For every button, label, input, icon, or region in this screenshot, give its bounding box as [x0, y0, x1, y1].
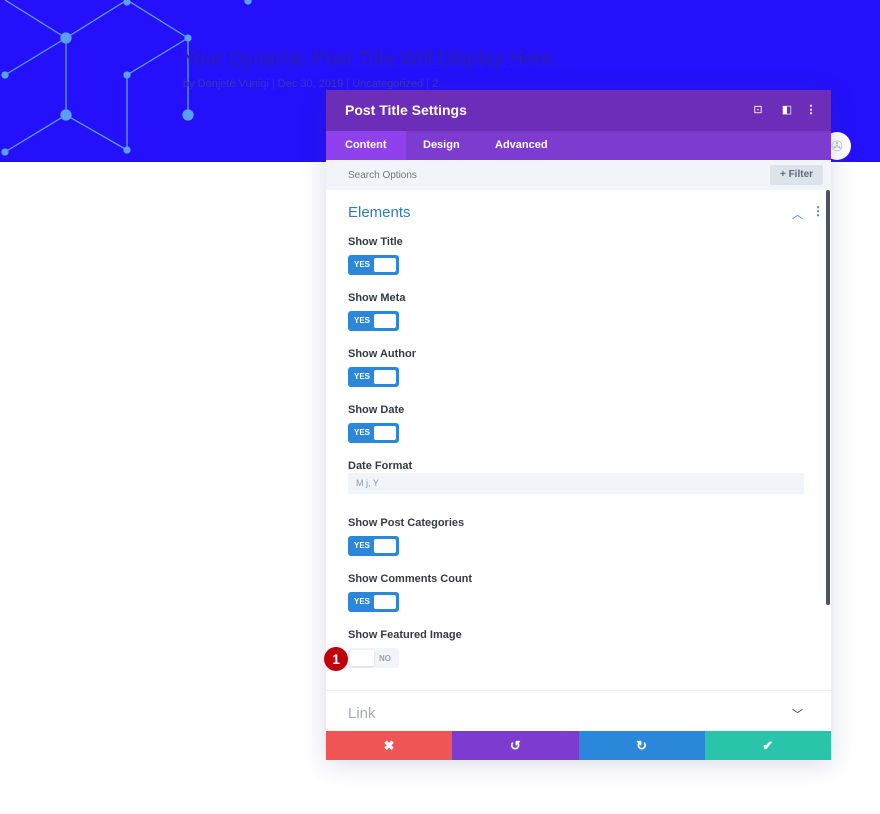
toggle-state: NO: [379, 654, 391, 663]
split-view-icon[interactable]: ◧: [781, 104, 793, 116]
post-meta: by Donjetë Vuniqi | Dec 30, 2019 | Uncat…: [183, 78, 439, 90]
field-label-show-date: Show Date: [348, 404, 405, 416]
show-post-categories-toggle[interactable]: YES: [348, 536, 399, 556]
show-title-toggle[interactable]: YES: [348, 255, 399, 275]
more-vertical-icon[interactable]: ⋮: [805, 104, 817, 116]
save-button[interactable]: ✔: [704, 731, 831, 760]
field-label-show-comments-count: Show Comments Count: [348, 573, 473, 585]
section-more-icon[interactable]: ⋮: [812, 204, 824, 218]
toggle-state: YES: [354, 316, 371, 325]
toggle-knob: [374, 426, 396, 440]
tab-bar: Content Design Advanced: [326, 131, 831, 160]
chevron-up-icon[interactable]: ︿: [792, 209, 803, 221]
undo-button[interactable]: ↺: [452, 731, 579, 760]
toggle-state: YES: [354, 597, 371, 606]
toggle-knob: [374, 595, 396, 609]
section-title-link[interactable]: Link: [348, 705, 376, 722]
chevron-down-icon[interactable]: ﹀: [792, 709, 803, 721]
show-featured-image-toggle[interactable]: NO: [348, 648, 399, 668]
focus-icon[interactable]: ⊡: [753, 104, 763, 116]
show-author-toggle[interactable]: YES: [348, 367, 399, 387]
step-badge: 1: [324, 647, 348, 671]
redo-button[interactable]: ↻: [578, 731, 705, 760]
tab-content[interactable]: Content: [326, 131, 406, 160]
hexagon-pattern: [1, 0, 252, 156]
cancel-button[interactable]: ✖: [326, 731, 453, 760]
toggle-state: YES: [354, 372, 371, 381]
toggle-knob: [374, 539, 396, 553]
toggle-knob: [374, 314, 396, 328]
date-format-input[interactable]: M j, Y: [348, 473, 804, 494]
show-comments-count-toggle[interactable]: YES: [348, 592, 399, 612]
toggle-state: YES: [354, 260, 371, 269]
scrollbar[interactable]: [826, 190, 830, 605]
search-bar: + Filter: [326, 160, 831, 190]
filter-button[interactable]: + Filter: [770, 165, 823, 185]
toggle-knob: [374, 370, 396, 384]
toggle-state: YES: [354, 541, 371, 550]
settings-panel: Post Title Settings ⊡ ◧ ⋮ Content Design…: [324, 90, 831, 760]
save-icon: ✔: [762, 738, 774, 753]
tab-advanced[interactable]: Advanced: [495, 139, 548, 151]
panel-title: Post Title Settings: [345, 102, 467, 118]
post-title: Your Dynamic Post Title Will Display Her…: [183, 48, 553, 70]
show-meta-toggle[interactable]: YES: [348, 311, 399, 331]
divider: [326, 690, 831, 691]
toggle-state: YES: [354, 428, 371, 437]
toggle-knob: [374, 258, 396, 272]
field-label-date-format: Date Format: [348, 460, 413, 472]
cancel-icon: ✖: [383, 738, 395, 753]
tab-design[interactable]: Design: [423, 139, 460, 151]
panel-header: Post Title Settings ⊡ ◧ ⋮: [326, 90, 831, 131]
field-label-show-post-categories: Show Post Categories: [348, 517, 465, 529]
field-label-show-meta: Show Meta: [348, 292, 406, 304]
redo-icon: ↻: [636, 738, 648, 753]
field-label-show-author: Show Author: [348, 348, 417, 360]
field-label-show-featured-image: Show Featured Image: [348, 629, 462, 641]
toggle-knob: [350, 650, 374, 666]
section-title-elements[interactable]: Elements: [348, 204, 411, 221]
panel-footer: ✖ ↺ ↻ ✔: [326, 731, 831, 760]
undo-icon: ↺: [509, 738, 521, 753]
search-input[interactable]: [326, 160, 766, 190]
field-label-show-title: Show Title: [348, 236, 403, 248]
show-date-toggle[interactable]: YES: [348, 423, 399, 443]
